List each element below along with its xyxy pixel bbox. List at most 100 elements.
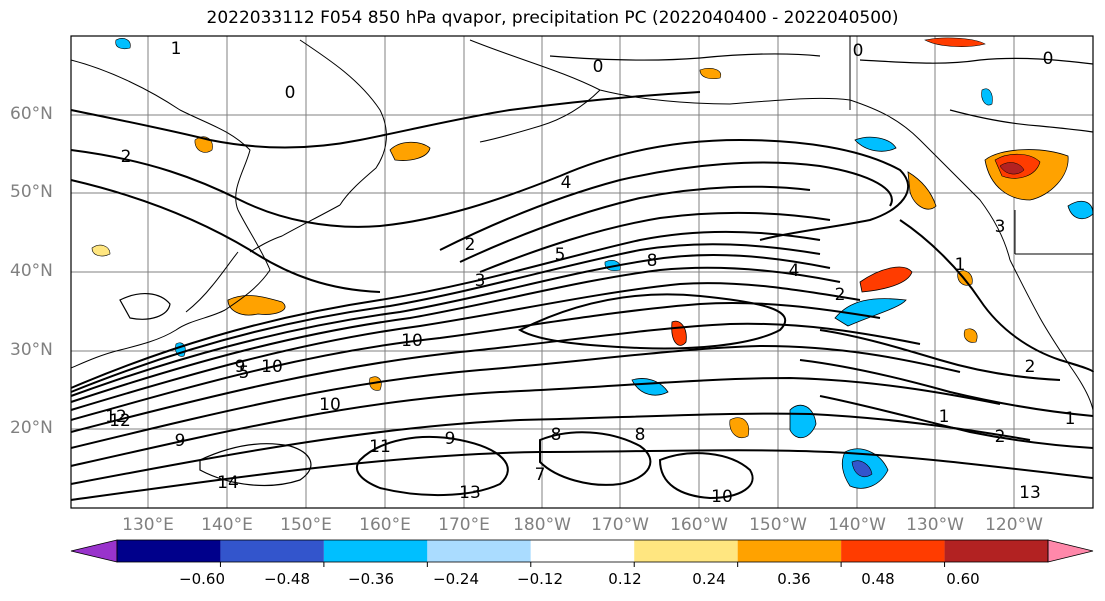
coastline-aleutians — [479, 89, 601, 143]
contour-north-2 — [439, 161, 893, 251]
contour-label: 8 — [647, 251, 658, 271]
precip-patch-small-7 — [699, 68, 722, 80]
precip-patch-blue-southeast-core — [851, 460, 873, 477]
contour-band-9 — [70, 376, 1001, 467]
precip-patch-blue-east — [834, 298, 907, 327]
contour-north-6 — [70, 179, 381, 293]
contour-label: 1 — [955, 255, 966, 275]
lon-label-180w: 180°W — [513, 515, 571, 535]
colorbar-segment — [841, 540, 945, 562]
coastline-japan — [185, 251, 239, 313]
precip-patch-small-3 — [91, 244, 111, 257]
lon-label-170e: 170°E — [438, 515, 490, 535]
contour-north-5 — [70, 91, 701, 149]
contour-south-cell-2 — [539, 431, 652, 486]
contour-band-8 — [70, 344, 961, 449]
qvapor-contours — [70, 91, 1094, 501]
contour-label: 2 — [835, 285, 846, 305]
contour-label: 13 — [1019, 483, 1041, 503]
contour-label: 8 — [551, 425, 562, 445]
lat-label-40n: 40°N — [10, 261, 53, 281]
contour-label: 3 — [475, 271, 486, 291]
coastline-alaska — [469, 39, 1011, 261]
contour-south-cell-1 — [355, 435, 509, 497]
contour-east-3 — [799, 359, 1094, 417]
lat-label-50n: 50°N — [10, 182, 53, 202]
contour-label: 4 — [561, 173, 572, 193]
contour-label: 1 — [171, 39, 182, 59]
contour-band-1 — [70, 230, 821, 389]
precip-patch-kamchatka — [389, 141, 431, 161]
colorbar-tick-label: 0.60 — [946, 570, 980, 588]
contour-label: 3 — [995, 217, 1006, 237]
coastlines — [70, 36, 1094, 411]
contour-label: 9 — [175, 431, 186, 451]
colorbar-segment — [530, 540, 635, 562]
colorbar-segment — [117, 540, 221, 562]
lon-label-150w: 150°W — [749, 515, 807, 535]
precip-patch-alaska-panhandle — [907, 171, 937, 210]
colorbar-tick-label: −0.12 — [517, 570, 563, 588]
coastline-kuril — [249, 204, 341, 253]
lon-label-130e: 130°E — [122, 515, 174, 535]
coastline-asia — [70, 59, 271, 369]
precip-patch-west-pacific — [227, 295, 286, 316]
contour-thin-5 — [119, 293, 171, 320]
coastline-north-america — [1009, 259, 1094, 411]
precip-patch-small-2 — [194, 136, 213, 153]
colorbar — [70, 539, 1094, 567]
contour-band-4 — [70, 266, 841, 403]
lon-label-120w: 120°W — [985, 515, 1043, 535]
precip-patch-blue-canada — [981, 88, 993, 106]
contour-band-7 — [70, 322, 921, 433]
colorbar-frame — [116, 539, 1049, 563]
contour-label: 1 — [1065, 409, 1076, 429]
colorbar-tick-label: 0.12 — [608, 570, 642, 588]
precip-patch-blue-small-1 — [115, 38, 131, 50]
colorbar-tick-label: −0.60 — [179, 570, 225, 588]
contour-label: 2 — [121, 147, 132, 167]
lon-label-160w: 160°W — [670, 515, 728, 535]
contour-label: 10 — [319, 395, 341, 415]
contour-thin-2 — [859, 57, 1094, 65]
contour-thin-1 — [549, 53, 821, 61]
contour-label: 1 — [939, 407, 950, 427]
colorbar-segment — [323, 540, 428, 562]
precipitation-shading — [91, 37, 1094, 489]
contour-band-10 — [70, 412, 1031, 485]
contour-label: 7 — [535, 465, 546, 485]
contour-north-4 — [479, 211, 831, 273]
contour-label: 12 — [109, 411, 131, 431]
lon-label-170w: 170°W — [591, 515, 649, 535]
contour-band-2 — [70, 243, 821, 393]
contour-band-11 — [70, 449, 1094, 501]
contour-label: 10 — [711, 487, 733, 507]
contour-label: 0 — [853, 41, 864, 61]
contour-thin-3 — [949, 109, 1094, 133]
colorbar-segment — [220, 540, 324, 562]
lat-label-60n: 60°N — [10, 104, 53, 124]
lat-label-20n: 20°N — [10, 418, 53, 438]
colorbar-tick-label: 0.36 — [777, 570, 811, 588]
contour-north-1 — [70, 138, 910, 241]
precip-patch-blue-central — [631, 378, 669, 396]
contour-label: 9 — [445, 429, 456, 449]
contour-label: 2 — [995, 427, 1006, 447]
precip-patch-northwest-coast-peak — [999, 162, 1025, 175]
contour-label: 9 — [235, 357, 246, 377]
contour-label: 2 — [465, 235, 476, 255]
contour-ridge-loop — [517, 293, 787, 350]
coastline-kamchatka — [299, 39, 387, 206]
map-frame — [70, 35, 1094, 509]
contour-label: 10 — [401, 331, 423, 351]
contour-label: 5 — [239, 363, 250, 383]
contour-label: 14 — [217, 473, 239, 493]
contour-east-4 — [819, 395, 1094, 449]
contour-label: 0 — [285, 83, 296, 103]
contour-label: 2 — [1025, 357, 1036, 377]
contour-label: 11 — [369, 437, 391, 457]
colorbar-tick-label: −0.48 — [264, 570, 310, 588]
colorbar-extend-low — [70, 539, 118, 563]
precip-patch-subtropical-east — [859, 266, 913, 293]
